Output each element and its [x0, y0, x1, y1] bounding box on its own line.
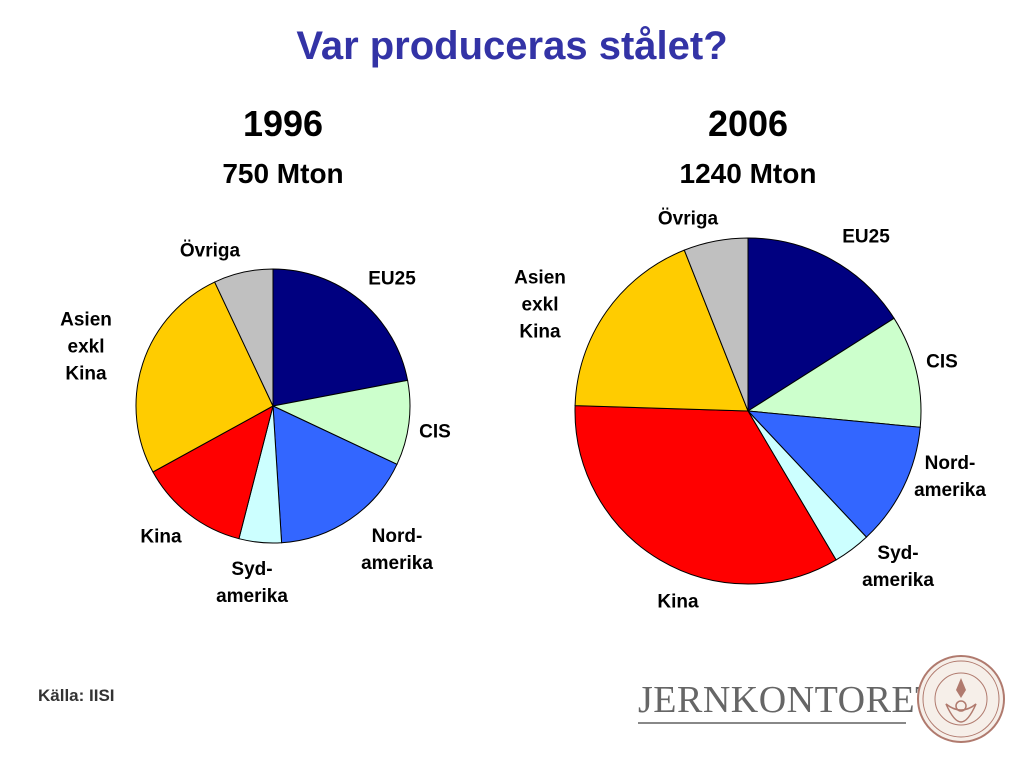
- slice-label-kina: Kina: [657, 591, 699, 613]
- pie-slice-cis: [746, 317, 922, 428]
- slice-label-ovriga: Övriga: [179, 240, 241, 262]
- slice-label-kina: Kina: [140, 526, 182, 548]
- logo-underline: [638, 722, 906, 724]
- slice-label-eu25: EU25: [368, 268, 416, 290]
- slice-label-syd-amerika: Syd- amerika: [862, 543, 934, 591]
- chart-year: 1996: [242, 103, 324, 144]
- chart-year: 2006: [707, 103, 789, 144]
- chart-total: 750 Mton: [222, 158, 344, 189]
- pie-slice-nord-amerika: [746, 410, 921, 538]
- slice-label-syd-amerika: Syd- amerika: [216, 559, 288, 607]
- jernkontoret-logo: JERNKONTORET: [630, 650, 1010, 750]
- pie-slice-nord-amerika: [272, 405, 398, 544]
- slide-title: Var produceras stålet?: [296, 24, 728, 68]
- pie-slice-eu25: [272, 268, 409, 407]
- pie-slice-ovriga: [214, 268, 274, 407]
- chart-total: 1240 Mton: [679, 158, 817, 189]
- slice-label-cis: CIS: [926, 351, 958, 373]
- seal-icon: [917, 655, 1005, 743]
- pie-slice-ovriga: [683, 237, 749, 412]
- slice-label-cis: CIS: [419, 421, 451, 443]
- pie-slice-asien-exkl-kina: [135, 281, 274, 473]
- pie-slice-cis: [271, 379, 411, 465]
- pie-slice-asien-exkl-kina: [574, 249, 749, 412]
- slice-label-nord-amerika: Nord- amerika: [914, 453, 986, 501]
- source-note: Källa: IISI: [38, 686, 115, 705]
- pie-slice-eu25: [747, 237, 895, 412]
- slice-label-asien-exkl-kina: Asien exkl Kina: [514, 267, 566, 343]
- pie-slice-kina: [574, 405, 837, 585]
- slice-label-asien-exkl-kina: Asien exkl Kina: [60, 309, 112, 385]
- pie-slice-kina: [152, 405, 274, 540]
- logo-wordmark: JERNKONTORET: [638, 679, 939, 721]
- slice-label-nord-amerika: Nord- amerika: [361, 526, 433, 574]
- slice-label-eu25: EU25: [842, 226, 890, 248]
- slice-label-ovriga: Övriga: [657, 208, 719, 230]
